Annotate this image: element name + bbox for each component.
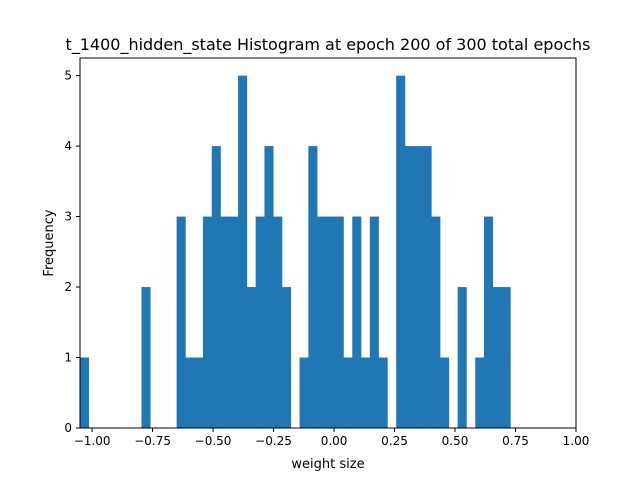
histogram-bar: [255, 216, 265, 428]
histogram-bar: [484, 216, 494, 428]
histogram-bar: [308, 146, 318, 428]
x-tick-label: −0.50: [195, 434, 232, 448]
histogram-bar: [396, 75, 406, 429]
chart-title: t_1400_hidden_state Histogram at epoch 2…: [65, 35, 590, 55]
histogram-bar: [238, 75, 248, 429]
y-tick-label: 0: [64, 421, 72, 435]
x-axis-label: weight size: [291, 457, 364, 472]
histogram-bar: [141, 287, 151, 428]
y-tick-label: 3: [64, 210, 72, 224]
y-tick-label: 2: [64, 280, 72, 294]
histogram-bar: [194, 357, 204, 428]
histogram-bar: [229, 216, 239, 428]
histogram-bar: [369, 216, 379, 428]
x-tick-label: −1.00: [74, 434, 111, 448]
x-tick-label: 0.75: [502, 434, 529, 448]
histogram-bar: [220, 216, 230, 428]
histogram-bar: [211, 146, 221, 428]
histogram-bar: [185, 357, 195, 428]
histogram-bar: [343, 357, 353, 428]
bars-group: [80, 75, 511, 429]
histogram-bar: [501, 287, 511, 428]
histogram-bar: [334, 216, 344, 428]
y-tick-label: 1: [64, 351, 72, 365]
histogram-bar: [431, 216, 441, 428]
histogram-bar: [325, 216, 335, 428]
x-tick-label: −0.25: [255, 434, 292, 448]
histogram-bar: [352, 216, 362, 428]
histogram-bar: [317, 216, 327, 428]
histogram-bar: [492, 287, 502, 428]
histogram-bar: [413, 146, 423, 428]
histogram-bar: [202, 216, 213, 428]
histogram-bar: [361, 357, 371, 428]
histogram-bar: [422, 146, 432, 428]
histogram-bar: [282, 287, 292, 428]
histogram-bar: [273, 216, 283, 428]
histogram-bar: [176, 216, 186, 428]
y-tick-label: 4: [64, 139, 72, 153]
histogram-bar: [80, 357, 90, 428]
histogram-bar: [378, 357, 388, 428]
histogram-bar: [475, 357, 485, 428]
plot-frame: [79, 57, 577, 429]
histogram-bar: [440, 357, 450, 428]
y-tick-label: 5: [64, 69, 72, 83]
x-axis-ticks: −1.00 −0.75 −0.50 −0.25 0.00 0.25 0.50 0.75 1.00: [74, 428, 590, 448]
histogram-bar: [246, 287, 256, 428]
x-tick-label: 0.50: [442, 434, 469, 448]
x-tick-label: 1.00: [563, 434, 590, 448]
x-tick-label: −0.75: [134, 434, 171, 448]
histogram-bar: [299, 357, 309, 428]
histogram-bar: [457, 287, 467, 428]
histogram-bar: [404, 146, 415, 428]
y-axis-label: Frequency: [42, 209, 57, 276]
x-tick-label: 0.00: [321, 434, 348, 448]
x-tick-label: 0.25: [381, 434, 408, 448]
histogram-bar: [264, 146, 274, 428]
y-axis-ticks: 0 1 2 3 4 5: [64, 69, 80, 435]
